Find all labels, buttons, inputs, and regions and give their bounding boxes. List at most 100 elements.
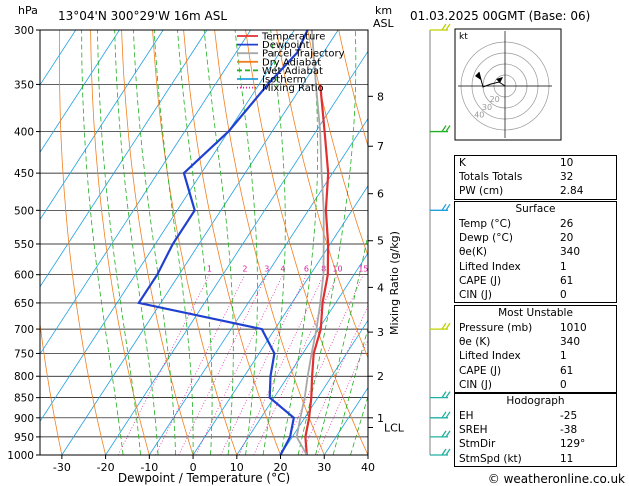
wet-adiabat-line <box>262 30 286 455</box>
isotherm-line <box>40 30 295 423</box>
wet-adiabat-line <box>177 30 213 455</box>
km-tick-label: 8 <box>377 90 384 103</box>
temperature-tick-label: 0 <box>190 461 197 474</box>
hodograph-ring-label: 20 <box>490 95 500 104</box>
wet-adiabat-line <box>153 30 194 455</box>
wet-adiabat-line <box>133 30 176 455</box>
mixing-ratio-line <box>178 274 268 455</box>
km-tick-label: 1 <box>377 412 384 425</box>
mixing-ratio-label: 10 <box>332 265 342 274</box>
wind-barb-icon <box>430 411 451 419</box>
mixing-ratio-label: 15 <box>358 265 368 274</box>
mixing-ratio-label: 2 <box>242 265 247 274</box>
storm-motion-icon <box>496 77 503 83</box>
wind-barb-icon <box>430 391 451 399</box>
hodo-title: Hodograph <box>506 395 565 407</box>
isotherm-line <box>280 319 368 455</box>
index-pw-row: PW (cm) 2.84 <box>459 185 584 198</box>
index-k-row: K 10 <box>459 157 574 169</box>
surface-cape-row: CAPE (J) 61 <box>459 274 574 287</box>
indices-surface: Surface Temp (°C) 26 Dewp (°C) 20 θe(K) 340… <box>454 201 617 304</box>
surface-title: Surface <box>515 203 556 215</box>
pressure-tick-label: 600 <box>14 270 34 282</box>
pressure-tick-label: 1000 <box>7 450 34 462</box>
mu-cin-row: CIN (J) 0 <box>459 378 567 391</box>
dry-adiabat-line <box>40 320 63 455</box>
mu-li-row: Lifted Index 1 <box>459 350 567 363</box>
wet-adiabat-line <box>297 30 357 455</box>
wet-adiabat-line <box>81 30 124 455</box>
hodo-stmdir-row: StmDir 129° <box>459 438 586 451</box>
km-label: km <box>375 4 392 17</box>
wind-barb-icon <box>430 203 451 211</box>
pressure-tick-label: 950 <box>14 432 34 444</box>
pressure-tick-label: 450 <box>14 168 34 180</box>
surface-cin-row: CIN (J) 0 <box>459 288 567 301</box>
surface-dewp-row: Dewp (°C) 20 <box>459 232 574 245</box>
temperature-tick-label: -20 <box>97 461 115 474</box>
hodograph-trace <box>478 71 506 88</box>
isotherm-line <box>236 252 368 455</box>
dry-adiabat-line <box>183 30 281 455</box>
legend-entry: Isotherm <box>262 75 306 86</box>
pressure-tick-label: 300 <box>14 25 34 37</box>
temperature-tick-label: 10 <box>230 461 244 474</box>
mixing-ratio-line <box>220 274 307 455</box>
wind-barb-icon <box>430 448 451 456</box>
wet-adiabat-line <box>315 233 368 455</box>
legend-entry: Dewpoint <box>262 40 310 51</box>
km-tick-label: 5 <box>377 235 384 248</box>
pressure-tick-label: 800 <box>14 371 34 383</box>
wind-barb-icon <box>430 430 451 438</box>
mixing-ratio-label: 20 <box>377 265 387 274</box>
mixing-ratio-label: 3 <box>264 265 269 274</box>
dry-adiabat-line <box>59 30 106 455</box>
isotherm-line <box>105 50 368 455</box>
credit-label: © weatheronline.co.uk <box>488 472 625 486</box>
temperature-tick-label: -10 <box>140 461 158 474</box>
temperature-tick-label: -30 <box>53 461 71 474</box>
pressure-tick-label: 900 <box>14 413 34 425</box>
temperature-tick-label: 30 <box>317 461 331 474</box>
dry-adiabat-line <box>214 30 325 455</box>
isotherm-line <box>40 30 251 355</box>
mixing-ratio-line <box>195 274 284 455</box>
mixing-ratio-label: 6 <box>304 265 309 274</box>
location-label: 13°04'N 300°29'W 16m ASL <box>58 9 227 23</box>
dewpoint-line <box>137 30 309 455</box>
surface-thetae-row: θe(K) 340 <box>459 246 581 259</box>
surface-li-row: Lifted Index 1 <box>459 260 567 273</box>
pressure-tick-label: 500 <box>14 205 34 217</box>
asl-label: ASL <box>373 17 395 30</box>
legend-entry: Parcel Trajectory <box>262 49 345 60</box>
pressure-tick-label: 750 <box>14 348 34 360</box>
km-tick-label: 7 <box>377 140 384 153</box>
dry-adiabat-line <box>618 30 629 455</box>
isotherm-line <box>192 185 368 455</box>
isotherm-line <box>40 30 120 153</box>
pressure-tick-label: 550 <box>14 239 34 251</box>
indices-most-unstable: Most Unstable Pressure (mb) 1010 θe (K) 34… <box>454 305 617 393</box>
mixing-ratio-axis-title: Mixing Ratio (g/kg) <box>388 231 401 335</box>
hodo-eh-row: EH -25 <box>459 410 578 422</box>
temperature-tick-label: 20 <box>274 461 288 474</box>
isotherm-line <box>61 30 339 455</box>
hpa-label: hPa <box>18 4 38 17</box>
km-tick-label: 6 <box>377 188 384 201</box>
lcl-label: LCL <box>384 421 405 434</box>
mixing-ratio-label: 4 <box>280 265 285 274</box>
index-totals-row: Totals Totals 32 <box>459 171 574 184</box>
hodo-sreh-row: SREH -38 <box>459 424 578 437</box>
wet-adiabat-line <box>332 326 368 455</box>
indices-general: K 10 Totals Totals 32 PW (cm) 2.84 <box>454 155 617 200</box>
wind-barb-icon <box>430 322 451 330</box>
isotherm-line <box>40 30 164 221</box>
dry-adiabat-line <box>307 30 368 257</box>
parcel-trajectory-line <box>295 30 325 455</box>
pressure-tick-label: 350 <box>14 79 34 91</box>
dry-adiabat-line <box>90 30 150 455</box>
mixing-ratio-line <box>117 274 210 455</box>
wet-adiabat-line <box>114 30 159 455</box>
